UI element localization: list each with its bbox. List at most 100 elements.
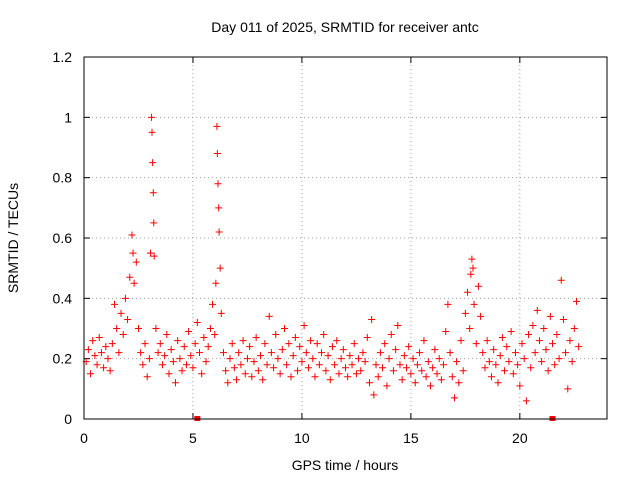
data-point	[320, 331, 328, 339]
data-point	[455, 379, 463, 387]
data-point	[246, 343, 254, 351]
data-point	[538, 358, 546, 366]
data-point	[522, 397, 530, 405]
data-point	[339, 346, 347, 354]
data-point	[129, 249, 137, 257]
data-point	[261, 340, 269, 348]
data-point	[139, 361, 147, 369]
data-point	[416, 349, 424, 357]
data-point	[387, 331, 395, 339]
data-point	[361, 358, 369, 366]
y-tick-label: 0.4	[53, 290, 73, 306]
data-point	[359, 349, 367, 357]
data-point	[507, 328, 515, 336]
data-point	[437, 376, 445, 384]
data-point	[198, 370, 206, 378]
data-point	[274, 355, 282, 363]
data-point	[411, 379, 419, 387]
data-point	[113, 325, 121, 332]
data-point	[481, 364, 489, 372]
data-point	[237, 361, 245, 369]
data-point	[259, 376, 267, 384]
data-point	[298, 358, 306, 366]
data-point	[551, 361, 559, 369]
data-point	[132, 258, 140, 266]
data-point	[572, 297, 580, 305]
data-point	[148, 128, 156, 136]
data-point	[557, 276, 565, 284]
data-point	[564, 385, 572, 393]
data-point	[318, 349, 326, 357]
data-point	[546, 312, 554, 320]
data-point	[413, 361, 421, 369]
data-point	[185, 328, 193, 336]
data-point	[267, 349, 275, 357]
x-tick-label: 20	[512, 430, 528, 446]
data-point	[219, 349, 227, 357]
data-point	[230, 364, 238, 372]
data-point	[216, 264, 224, 272]
data-point	[111, 300, 119, 308]
y-tick-label: 0.6	[53, 230, 73, 246]
data-point	[529, 321, 537, 329]
data-point	[149, 189, 157, 197]
data-point	[448, 373, 456, 381]
data-point	[169, 358, 177, 366]
data-point	[217, 309, 225, 317]
data-point	[84, 346, 92, 354]
data-point	[322, 367, 330, 375]
data-point	[93, 361, 101, 369]
data-point	[533, 306, 541, 314]
data-point	[124, 315, 132, 323]
data-point	[379, 364, 387, 372]
data-point	[252, 334, 260, 342]
data-point	[467, 270, 475, 278]
data-point	[296, 343, 304, 351]
data-point	[422, 373, 430, 381]
data-point	[570, 325, 578, 332]
data-point	[446, 349, 454, 357]
data-point	[531, 349, 539, 357]
data-point	[108, 340, 116, 348]
data-point	[346, 352, 354, 360]
data-point	[355, 355, 363, 363]
data-point	[501, 367, 509, 375]
data-point	[149, 159, 157, 167]
data-point	[440, 361, 448, 369]
data-point	[257, 352, 265, 360]
data-point	[130, 279, 138, 287]
data-point	[134, 325, 142, 332]
data-point	[335, 370, 343, 378]
data-point	[509, 370, 517, 378]
axes: 0 0.2 0.4 0.6 0.8 1 1.2 0 5 10 15 20	[53, 49, 607, 446]
data-point	[474, 282, 482, 290]
data-point	[128, 231, 136, 239]
data-point	[459, 367, 467, 375]
data-point	[302, 349, 310, 357]
data-point	[352, 370, 360, 378]
data-point	[143, 373, 151, 381]
data-point	[154, 349, 162, 357]
data-point	[431, 346, 439, 354]
data-point	[433, 370, 441, 378]
data-point	[331, 361, 339, 369]
data-point	[87, 370, 95, 378]
data-point	[566, 337, 574, 345]
data-point	[575, 343, 583, 351]
data-point	[145, 355, 153, 363]
data-point	[309, 355, 317, 363]
data-point	[228, 340, 236, 348]
data-point	[300, 321, 308, 329]
data-point	[106, 367, 114, 375]
data-point	[429, 364, 437, 372]
data-point	[146, 249, 154, 257]
data-point	[357, 367, 365, 375]
data-point	[215, 204, 223, 212]
data-point	[472, 340, 480, 348]
data-point	[518, 340, 526, 348]
data-point	[156, 340, 164, 348]
data-points	[82, 113, 583, 421]
data-point	[235, 349, 243, 357]
data-point	[104, 355, 112, 363]
data-point	[424, 358, 432, 366]
